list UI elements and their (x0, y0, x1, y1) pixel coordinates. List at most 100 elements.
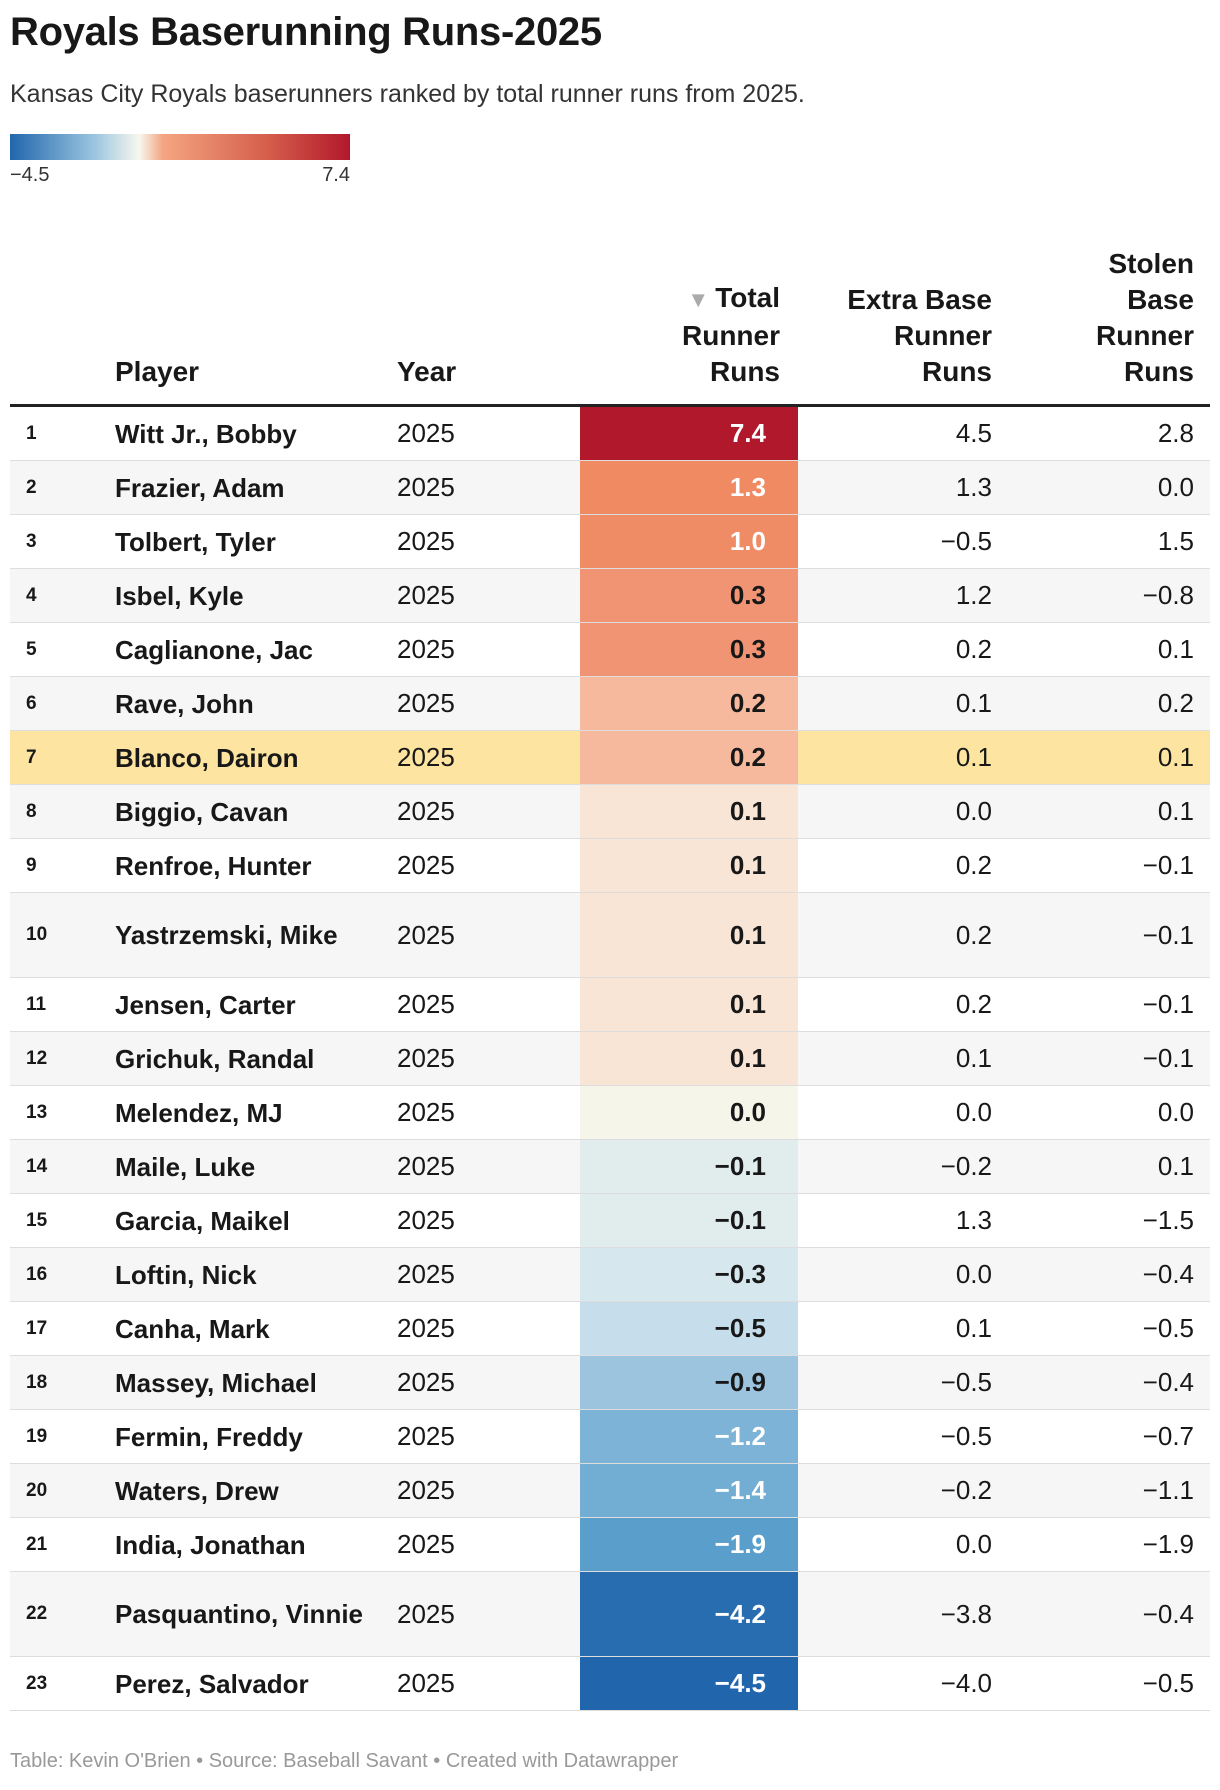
row-rank: 5 (26, 638, 37, 660)
table-row: 11 Jensen, Carter 2025 0.1 0.2 −0.1 (10, 978, 1210, 1032)
header-total-label: Total Runner Runs (682, 282, 780, 387)
row-stolen-base-runner-runs: 0.1 (1157, 1151, 1194, 1181)
row-total-runner-runs: −1.4 (580, 1464, 798, 1517)
row-rank: 22 (26, 1603, 48, 1624)
row-year: 2025 (397, 1475, 455, 1505)
table-row: 9 Renfroe, Hunter 2025 0.1 0.2 −0.1 (10, 839, 1210, 893)
row-year: 2025 (397, 1313, 455, 1343)
row-stolen-base-runner-runs: −0.1 (1142, 989, 1194, 1019)
row-rank: 7 (26, 746, 37, 768)
table-row: 4 Isbel, Kyle 2025 0.3 1.2 −0.8 (10, 569, 1210, 623)
row-year: 2025 (397, 919, 455, 950)
row-year: 2025 (397, 1529, 455, 1559)
table-row: 1 Witt Jr., Bobby 2025 7.4 4.5 2.8 (10, 407, 1210, 461)
legend-max-label: 7.4 (322, 164, 350, 186)
row-extra-base-runner-runs: −0.2 (940, 1475, 992, 1505)
row-total-runner-runs: −0.1 (580, 1194, 798, 1247)
row-extra-base-runner-runs: −0.5 (940, 1367, 992, 1397)
color-legend: −4.5 7.4 (10, 134, 350, 190)
row-stolen-base-runner-runs: −0.4 (1142, 1259, 1194, 1289)
table-row: 14 Maile, Luke 2025 −0.1 −0.2 0.1 (10, 1140, 1210, 1194)
row-player: Yastrzemski, Mike (115, 920, 338, 950)
row-total-runner-runs: 0.1 (580, 978, 798, 1031)
row-total-runner-runs: 0.1 (580, 1032, 798, 1085)
data-table: Player Year ▼ Total Runner Runs Extra Bas… (10, 232, 1210, 1711)
header-total-runner-runs[interactable]: ▼ Total Runner Runs (630, 280, 780, 390)
row-total-runner-runs: −1.2 (580, 1410, 798, 1463)
sort-descending-icon: ▼ (687, 287, 710, 312)
row-extra-base-runner-runs: 0.1 (955, 688, 992, 718)
row-extra-base-runner-runs: −0.2 (940, 1151, 992, 1181)
table-row: 20 Waters, Drew 2025 −1.4 −0.2 −1.1 (10, 1464, 1210, 1518)
row-year: 2025 (397, 742, 455, 772)
row-total-runner-runs: −0.3 (580, 1248, 798, 1301)
header-player[interactable]: Player (115, 356, 200, 387)
row-extra-base-runner-runs: 0.2 (955, 989, 992, 1019)
row-extra-base-runner-runs: 1.3 (955, 1205, 992, 1235)
row-total-runner-runs: −0.1 (580, 1140, 798, 1193)
row-rank: 17 (26, 1317, 48, 1339)
row-player: Garcia, Maikel (115, 1205, 290, 1236)
row-player: Blanco, Dairon (115, 742, 299, 773)
row-extra-base-runner-runs: 1.3 (955, 472, 992, 502)
row-extra-base-runner-runs: 0.0 (955, 1529, 992, 1559)
row-total-runner-runs: −4.5 (580, 1657, 798, 1710)
row-stolen-base-runner-runs: 0.1 (1157, 796, 1194, 826)
row-total-runner-runs: 0.3 (580, 623, 798, 676)
row-player: Tolbert, Tyler (115, 526, 276, 557)
row-stolen-base-runner-runs: −1.5 (1142, 1205, 1194, 1235)
table-row: 19 Fermin, Freddy 2025 −1.2 −0.5 −0.7 (10, 1410, 1210, 1464)
row-year: 2025 (397, 1043, 455, 1073)
row-player: Loftin, Nick (115, 1259, 257, 1290)
row-stolen-base-runner-runs: 1.5 (1157, 526, 1194, 556)
row-extra-base-runner-runs: 0.1 (955, 1043, 992, 1073)
row-year: 2025 (397, 526, 455, 556)
row-total-runner-runs: 0.1 (580, 839, 798, 892)
table-row: 15 Garcia, Maikel 2025 −0.1 1.3 −1.5 (10, 1194, 1210, 1248)
row-rank: 8 (26, 800, 37, 822)
row-player: Melendez, MJ (115, 1097, 283, 1128)
row-rank: 16 (26, 1263, 48, 1285)
row-stolen-base-runner-runs: 0.0 (1157, 472, 1194, 502)
row-rank: 2 (26, 476, 37, 498)
legend-min-label: −4.5 (10, 164, 50, 186)
table-row: 17 Canha, Mark 2025 −0.5 0.1 −0.5 (10, 1302, 1210, 1356)
row-extra-base-runner-runs: −3.8 (940, 1598, 992, 1629)
table-header: Player Year ▼ Total Runner Runs Extra Bas… (10, 232, 1210, 407)
row-stolen-base-runner-runs: −0.5 (1142, 1313, 1194, 1343)
table-row: 23 Perez, Salvador 2025 −4.5 −4.0 −0.5 (10, 1657, 1210, 1711)
row-year: 2025 (397, 1668, 455, 1698)
row-player: Massey, Michael (115, 1367, 317, 1398)
row-total-runner-runs: 1.3 (580, 461, 798, 514)
row-rank: 15 (26, 1209, 48, 1231)
row-rank: 12 (26, 1047, 48, 1069)
row-total-runner-runs: 7.4 (580, 407, 798, 460)
row-year: 2025 (397, 688, 455, 718)
row-rank: 1 (26, 422, 37, 444)
row-stolen-base-runner-runs: 0.1 (1157, 742, 1194, 772)
footer-credits: Table: Kevin O'Brien • Source: Baseball … (10, 1750, 679, 1772)
row-year: 2025 (397, 1205, 455, 1235)
table-row: 6 Rave, John 2025 0.2 0.1 0.2 (10, 677, 1210, 731)
row-stolen-base-runner-runs: 2.8 (1157, 418, 1194, 448)
row-extra-base-runner-runs: 0.2 (955, 919, 992, 950)
row-extra-base-runner-runs: −0.5 (940, 1421, 992, 1451)
row-extra-base-runner-runs: −0.5 (940, 526, 992, 556)
row-total-runner-runs: 0.2 (580, 677, 798, 730)
row-extra-base-runner-runs: 0.2 (955, 850, 992, 880)
row-player: Jensen, Carter (115, 989, 296, 1020)
header-stolen-base-runner-runs[interactable]: Stolen Base Runner Runs (1096, 248, 1194, 387)
row-year: 2025 (397, 1421, 455, 1451)
row-player: Frazier, Adam (115, 472, 285, 503)
row-player: Fermin, Freddy (115, 1421, 303, 1452)
table-row: 3 Tolbert, Tyler 2025 1.0 −0.5 1.5 (10, 515, 1210, 569)
row-extra-base-runner-runs: 0.0 (955, 1097, 992, 1127)
row-year: 2025 (397, 850, 455, 880)
row-stolen-base-runner-runs: −1.9 (1142, 1529, 1194, 1559)
row-player: Canha, Mark (115, 1313, 270, 1344)
header-extra-base-runner-runs[interactable]: Extra Base Runner Runs (847, 284, 992, 387)
row-rank: 14 (26, 1155, 48, 1177)
header-year[interactable]: Year (397, 356, 457, 387)
row-player: Witt Jr., Bobby (115, 418, 297, 449)
row-total-runner-runs: 0.0 (580, 1086, 798, 1139)
